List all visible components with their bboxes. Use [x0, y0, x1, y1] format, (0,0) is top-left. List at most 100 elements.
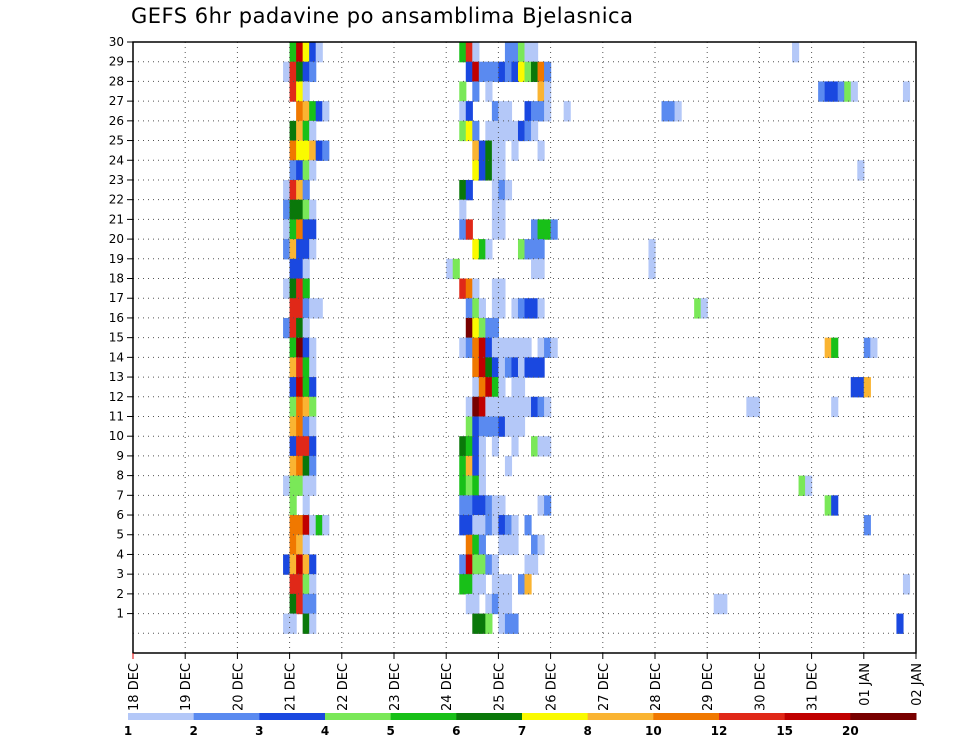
heatmap-cell [511, 42, 519, 63]
heatmap-cell [478, 613, 486, 634]
heatmap-cell [465, 337, 473, 358]
heatmap-cell [544, 81, 552, 102]
x-tick-label: 29 DEC [701, 663, 716, 711]
heatmap-cell [713, 593, 721, 615]
heatmap-cell [296, 554, 304, 575]
colorbar-swatch [325, 713, 392, 720]
heatmap-cell [531, 534, 539, 556]
heatmap-cell [296, 278, 304, 299]
heatmap-cell [309, 515, 317, 536]
heatmap-cell [296, 534, 304, 556]
heatmap-cell [459, 337, 467, 358]
heatmap-cell [896, 613, 904, 634]
heatmap-cell [289, 179, 297, 201]
heatmap-cell [511, 61, 519, 83]
heatmap-cell [289, 436, 297, 457]
heatmap-cell [302, 475, 310, 496]
heatmap-cell [511, 436, 519, 457]
heatmap-cell [524, 61, 532, 83]
x-tick-label: 23 DEC [388, 663, 403, 711]
heatmap-cell [485, 357, 493, 378]
heatmap-cell [296, 81, 304, 102]
heatmap-cell [296, 357, 304, 378]
heatmap-cell [302, 258, 310, 280]
heatmap-cell [544, 396, 552, 418]
heatmap-cell [478, 61, 486, 83]
heatmap-cell [472, 120, 480, 142]
heatmap-cell [517, 239, 526, 260]
heatmap-cell [850, 377, 858, 398]
heatmap-cell [309, 61, 317, 83]
heatmap-cell [478, 455, 486, 477]
heatmap-cell [674, 101, 682, 122]
heatmap-cell [478, 317, 486, 339]
colorbar-label: 6 [452, 724, 460, 738]
heatmap-cell [465, 396, 473, 418]
x-tick-label: 02 JAN [910, 663, 925, 706]
x-tick-label: 22 DEC [336, 663, 351, 711]
y-tick-label: 26 [109, 114, 124, 128]
heatmap-cell [563, 101, 571, 122]
heatmap-cell [478, 436, 486, 457]
heatmap-cell [485, 416, 493, 437]
heatmap-cell [465, 534, 473, 556]
heatmap-cell [498, 357, 506, 378]
heatmap-cell [459, 42, 467, 63]
heatmap-cell [296, 317, 304, 339]
heatmap-cell [472, 298, 480, 319]
heatmap-cell [296, 475, 304, 496]
heatmap-cells [283, 42, 911, 634]
heatmap-cell [309, 613, 317, 634]
heatmap-cell [302, 534, 310, 556]
heatmap-cell [472, 357, 480, 378]
heatmap-cell [517, 120, 526, 142]
heatmap-cell [537, 534, 545, 556]
y-tick-label: 18 [109, 272, 124, 286]
heatmap-cell [511, 377, 519, 398]
heatmap-cell [511, 416, 519, 437]
heatmap-cell [315, 298, 323, 319]
heatmap-cell [491, 554, 499, 575]
heatmap-cell [296, 61, 304, 83]
heatmap-cell [491, 396, 499, 418]
heatmap-cell [296, 298, 304, 319]
x-tick-label: 20 DEC [231, 663, 246, 711]
heatmap-cell [517, 357, 526, 378]
heatmap-cell [498, 396, 506, 418]
heatmap-cell [511, 396, 519, 418]
heatmap-cell [517, 337, 526, 358]
heatmap-cell [472, 613, 480, 634]
heatmap-cell [485, 239, 493, 260]
heatmap-cell [491, 495, 499, 516]
heatmap-cell [309, 337, 317, 358]
heatmap-cell [296, 179, 304, 201]
heatmap-cell [302, 140, 310, 161]
heatmap-cell [498, 101, 506, 122]
heatmap-cell [485, 61, 493, 83]
heatmap-cell [459, 120, 467, 142]
heatmap-cell [309, 357, 317, 378]
heatmap-cell [309, 120, 317, 142]
y-tick-label: 9 [116, 449, 124, 463]
heatmap-cell [302, 337, 310, 358]
heatmap-cell [544, 219, 552, 240]
heatmap-cell [498, 613, 506, 634]
heatmap-cell [478, 298, 486, 319]
heatmap-cell [309, 101, 317, 122]
colorbar-label: 8 [583, 724, 591, 738]
heatmap-cell [459, 495, 467, 516]
heatmap-cell [498, 515, 506, 536]
heatmap-cell [289, 416, 297, 437]
heatmap-cell [511, 298, 519, 319]
x-tick-label: 31 DEC [806, 663, 821, 711]
heatmap-cell [289, 61, 297, 83]
heatmap-cell [792, 42, 800, 63]
heatmap-cell [296, 42, 304, 63]
heatmap-cell [517, 574, 526, 595]
heatmap-cell [322, 140, 330, 161]
x-tick-label: 27 DEC [597, 663, 612, 711]
heatmap-cell [537, 396, 545, 418]
heatmap-cell [498, 574, 506, 595]
heatmap-cell [289, 199, 297, 220]
heatmap-cell [511, 120, 519, 142]
